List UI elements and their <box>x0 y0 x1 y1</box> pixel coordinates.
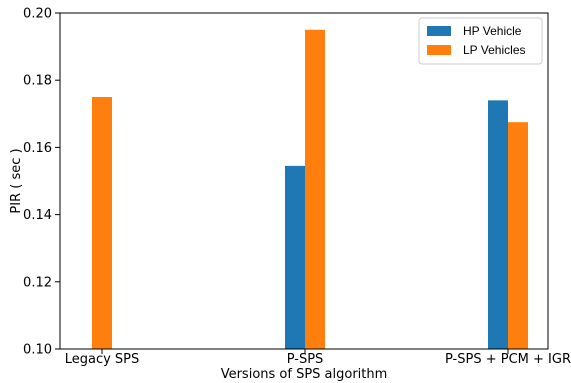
bar-lp-vehicles-0 <box>92 97 112 349</box>
x-tick-label: P-SPS <box>287 352 324 367</box>
bar-hp-vehicle-2 <box>488 100 508 349</box>
y-axis-label: PIR ( sec ) <box>9 148 24 213</box>
legend: HP Vehicle LP Vehicles <box>418 17 543 65</box>
y-tick-label: 0.10 <box>23 343 52 358</box>
y-axis: 0.10 0.12 0.14 0.16 0.18 0.20 <box>23 7 60 358</box>
y-tick-label: 0.20 <box>23 7 52 22</box>
bar-lp-vehicles-1 <box>305 29 325 350</box>
bar-hp-vehicle-1 <box>285 165 305 349</box>
legend-swatch <box>427 26 451 36</box>
legend-swatch <box>427 45 451 55</box>
x-tick-label: P-SPS + PCM + IGR <box>445 352 571 367</box>
plot-frame <box>59 12 549 350</box>
y-tick-label: 0.18 <box>23 74 52 89</box>
x-axis: Legacy SPS P-SPS P-SPS + PCM + IGR <box>65 349 571 367</box>
y-tick-label: 0.16 <box>23 141 52 156</box>
bars-layer <box>92 29 528 350</box>
x-axis-label: Versions of SPS algorithm <box>221 367 388 382</box>
legend-label: HP Vehicle <box>463 24 522 38</box>
y-tick-label: 0.12 <box>23 275 52 290</box>
legend-label: LP Vehicles <box>463 43 526 57</box>
x-tick-label: Legacy SPS <box>65 352 140 367</box>
bar-lp-vehicles-2 <box>508 122 528 349</box>
y-tick-label: 0.14 <box>23 208 52 223</box>
